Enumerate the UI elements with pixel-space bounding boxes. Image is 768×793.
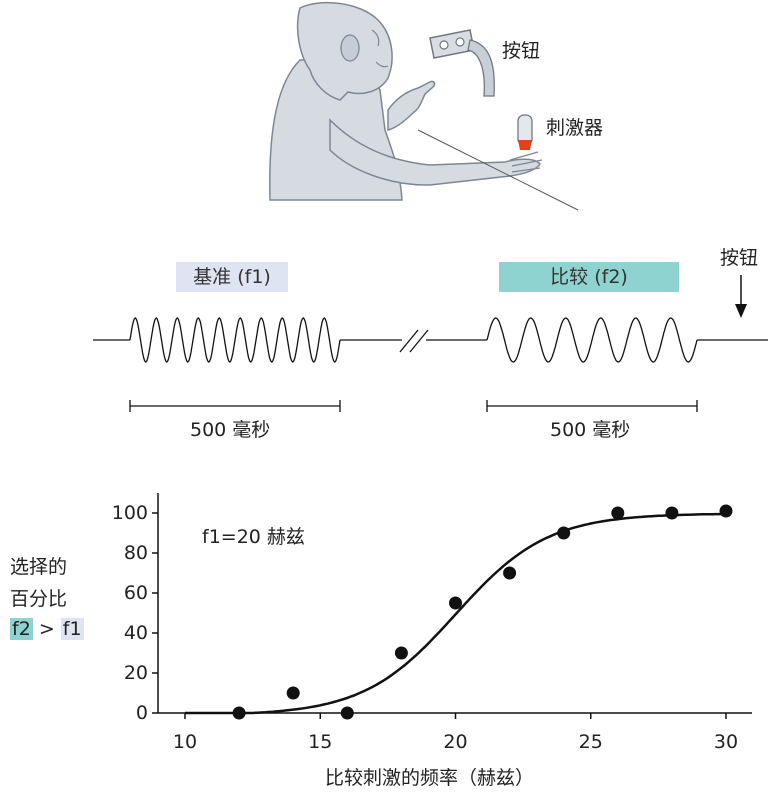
base-stimulus-wave (129, 317, 341, 363)
data-point (286, 686, 300, 700)
stimulator-label: 刺激器 (546, 117, 604, 139)
compare-duration-bracket (486, 400, 698, 412)
data-point (232, 706, 246, 720)
base-duration-bracket (129, 400, 341, 412)
break-mark (409, 329, 429, 353)
gt-symbol: > (38, 618, 55, 640)
monkey-ear (340, 34, 360, 62)
x-tick-label: 30 (714, 731, 738, 753)
x-axis-label: 比较刺激的频率（赫兹） (325, 767, 535, 789)
stimulator-device (517, 114, 533, 150)
y-tick-label: 40 (124, 622, 148, 644)
y-axis-label-comparison: f2 > f1 (10, 618, 84, 640)
chart-annotation: f1=20 赫兹 (202, 526, 305, 548)
y-tick-label: 60 (124, 582, 148, 604)
data-point (719, 504, 733, 518)
fit-curve (185, 512, 726, 715)
f2-highlight: f2 (10, 618, 33, 640)
data-point (557, 526, 571, 540)
y-tick-label: 100 (112, 502, 148, 524)
data-point (449, 596, 462, 610)
data-point (665, 506, 679, 520)
data-point (503, 566, 517, 580)
f1-highlight: f1 (60, 618, 84, 640)
x-tick-label: 25 (579, 731, 603, 753)
y-tick-label: 80 (124, 542, 148, 564)
button-press-arrow (735, 275, 747, 318)
monkey-figure (269, 1, 543, 201)
base-stimulus-box: 基准 (f1) (176, 262, 288, 292)
x-tick-label: 20 (443, 731, 467, 753)
support-rod (417, 129, 579, 211)
y-tick-label: 0 (136, 702, 148, 724)
data-point (340, 706, 354, 720)
compare-stimulus-box: 比较 (f2) (499, 262, 679, 292)
button-device (429, 29, 495, 97)
compare-stimulus-wave (486, 317, 698, 363)
data-point (394, 646, 408, 660)
y-axis-label-line1: 选择的 (10, 556, 68, 578)
button-press-label: 按钮 (720, 247, 759, 269)
psychometric-chart: 0 20 40 60 80 100 10 15 20 25 30 (112, 493, 752, 753)
break-mark (399, 329, 419, 353)
x-tick-label: 10 (173, 731, 197, 753)
y-tick-label: 20 (124, 662, 148, 684)
button-label: 按钮 (502, 40, 541, 62)
y-axis-label-line2: 百分比 (10, 588, 68, 610)
base-duration-label: 500 毫秒 (190, 419, 271, 441)
x-tick-label: 15 (308, 731, 332, 753)
compare-duration-label: 500 毫秒 (550, 419, 631, 441)
data-point (611, 506, 625, 520)
timeline-waveform (93, 317, 768, 363)
